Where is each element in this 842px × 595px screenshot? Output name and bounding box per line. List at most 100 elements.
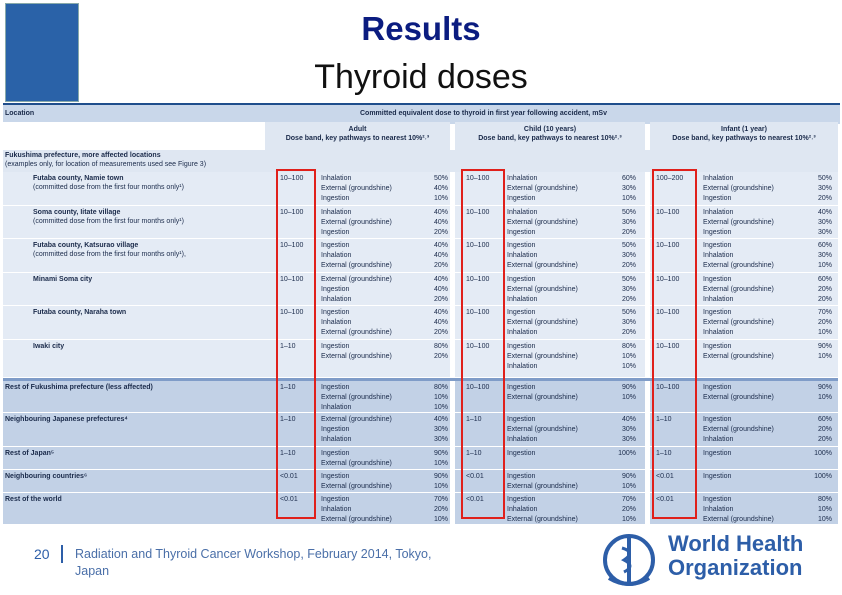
pathway-share: 40% <box>433 416 448 423</box>
pathway-share: 40% <box>433 319 448 326</box>
pathway-share: 40% <box>433 209 448 216</box>
pathway: External (groundshine) <box>507 262 578 269</box>
pathway: Inhalation <box>703 175 734 182</box>
dose-cell <box>455 381 645 412</box>
pathway-share: 10% <box>433 516 448 523</box>
pathway: External (groundshine) <box>703 394 774 401</box>
location: Neighbouring countries⁶ <box>5 473 88 480</box>
dose-cell <box>265 273 450 305</box>
pathway-share: 50% <box>621 209 636 216</box>
dose-cell <box>455 306 645 339</box>
pathway-share: 20% <box>621 506 636 513</box>
pathway-share: 40% <box>433 185 448 192</box>
group-header <box>265 122 450 150</box>
location: Soma county, Iitate village <box>33 209 121 216</box>
separator <box>3 378 838 381</box>
pathway: Inhalation <box>321 319 352 326</box>
location: Rest of Japan⁵ <box>5 450 55 457</box>
dose-band: 10–100 <box>466 384 490 391</box>
pathway: Ingestion <box>703 416 732 423</box>
dose-band: <0.01 <box>466 473 484 480</box>
pathway-share: 40% <box>817 209 832 216</box>
location-note: (committed dose from the first four mont… <box>33 184 184 191</box>
dose-band: 10–100 <box>466 209 490 216</box>
pathway-share: 90% <box>621 384 636 391</box>
pathway-share: 50% <box>817 175 832 182</box>
pathway: External (groundshine) <box>321 483 392 490</box>
pathway: Ingestion <box>321 229 350 236</box>
pathway-share: 100% <box>814 450 832 457</box>
location: Rest of Fukushima prefecture (less affec… <box>5 384 153 391</box>
dose-band: <0.01 <box>656 496 674 503</box>
pathway: External (groundshine) <box>703 262 774 269</box>
pathway: Inhalation <box>507 363 538 370</box>
pathway-share: 30% <box>817 252 832 259</box>
dose-band: 10–100 <box>280 309 304 316</box>
pathway-share: 90% <box>817 384 832 391</box>
dose-band: 10–100 <box>466 343 490 350</box>
pathway-share: 10% <box>817 329 832 336</box>
pathway: Inhalation <box>321 404 352 411</box>
location-cell <box>3 172 265 205</box>
section-note: (examples only, for location of measurem… <box>5 161 207 168</box>
pathway: External (groundshine) <box>321 516 392 523</box>
group-name: Child (10 years) <box>523 126 577 133</box>
location: Minami Soma city <box>33 276 93 283</box>
dose-band: <0.01 <box>466 496 484 503</box>
group-name: Adult <box>348 126 367 133</box>
location-cell <box>3 273 265 305</box>
location: Futaba county, Katsurao village <box>33 242 139 249</box>
pathway: Ingestion <box>321 426 350 433</box>
pathway-share: 30% <box>817 229 832 236</box>
pathway: Ingestion <box>507 276 536 283</box>
dose-cell <box>265 413 450 446</box>
pathway-share: 10% <box>433 394 448 401</box>
pathway-share: 30% <box>621 219 636 226</box>
pathway: External (groundshine) <box>703 219 774 226</box>
pathway-share: 40% <box>433 286 448 293</box>
pathway: Ingestion <box>703 384 732 391</box>
location: Futaba county, Namie town <box>33 175 124 182</box>
pathway: Ingestion <box>321 343 350 350</box>
pathway-share: 30% <box>433 436 448 443</box>
location: Futaba county, Naraha town <box>33 309 127 316</box>
dose-band: 1–10 <box>280 416 296 423</box>
pathway-share: 30% <box>621 252 636 259</box>
pathway: External (groundshine) <box>507 219 578 226</box>
dose-band: 10–100 <box>466 242 490 249</box>
pathway: Ingestion <box>321 286 350 293</box>
pathway-share: 50% <box>433 175 448 182</box>
pathway: External (groundshine) <box>507 394 578 401</box>
dose-cell <box>455 239 645 272</box>
dose-cell <box>650 306 838 339</box>
pathway-share: 20% <box>433 506 448 513</box>
dose-band: 10–100 <box>280 276 304 283</box>
location-cell <box>3 447 265 469</box>
pathway-share: 40% <box>433 242 448 249</box>
pathway: Ingestion <box>507 473 536 480</box>
pathway-share: 20% <box>433 262 448 269</box>
pathway-share: 10% <box>621 394 636 401</box>
pathway: External (groundshine) <box>507 185 578 192</box>
pathway: Ingestion <box>507 309 536 316</box>
pathway: Inhalation <box>321 252 352 259</box>
location-cell <box>3 239 265 272</box>
pathway-share: 90% <box>433 473 448 480</box>
dose-band: <0.01 <box>280 473 298 480</box>
pathway: Ingestion <box>703 276 732 283</box>
pathway: External (groundshine) <box>507 319 578 326</box>
dose-band: 10–100 <box>656 209 680 216</box>
pathway: Ingestion <box>703 450 732 457</box>
pathway-share: 10% <box>433 483 448 490</box>
page-number: 20 <box>34 546 50 562</box>
location-heading: Location <box>5 110 35 117</box>
dose-cell <box>650 172 838 205</box>
pathway: Inhalation <box>507 209 538 216</box>
pathway: External (groundshine) <box>321 262 392 269</box>
pathway-share: 30% <box>621 426 636 433</box>
dose-cell <box>265 206 450 238</box>
pathway: Ingestion <box>321 473 350 480</box>
pathway: External (groundshine) <box>321 460 392 467</box>
dose-band: 100–200 <box>656 175 684 182</box>
